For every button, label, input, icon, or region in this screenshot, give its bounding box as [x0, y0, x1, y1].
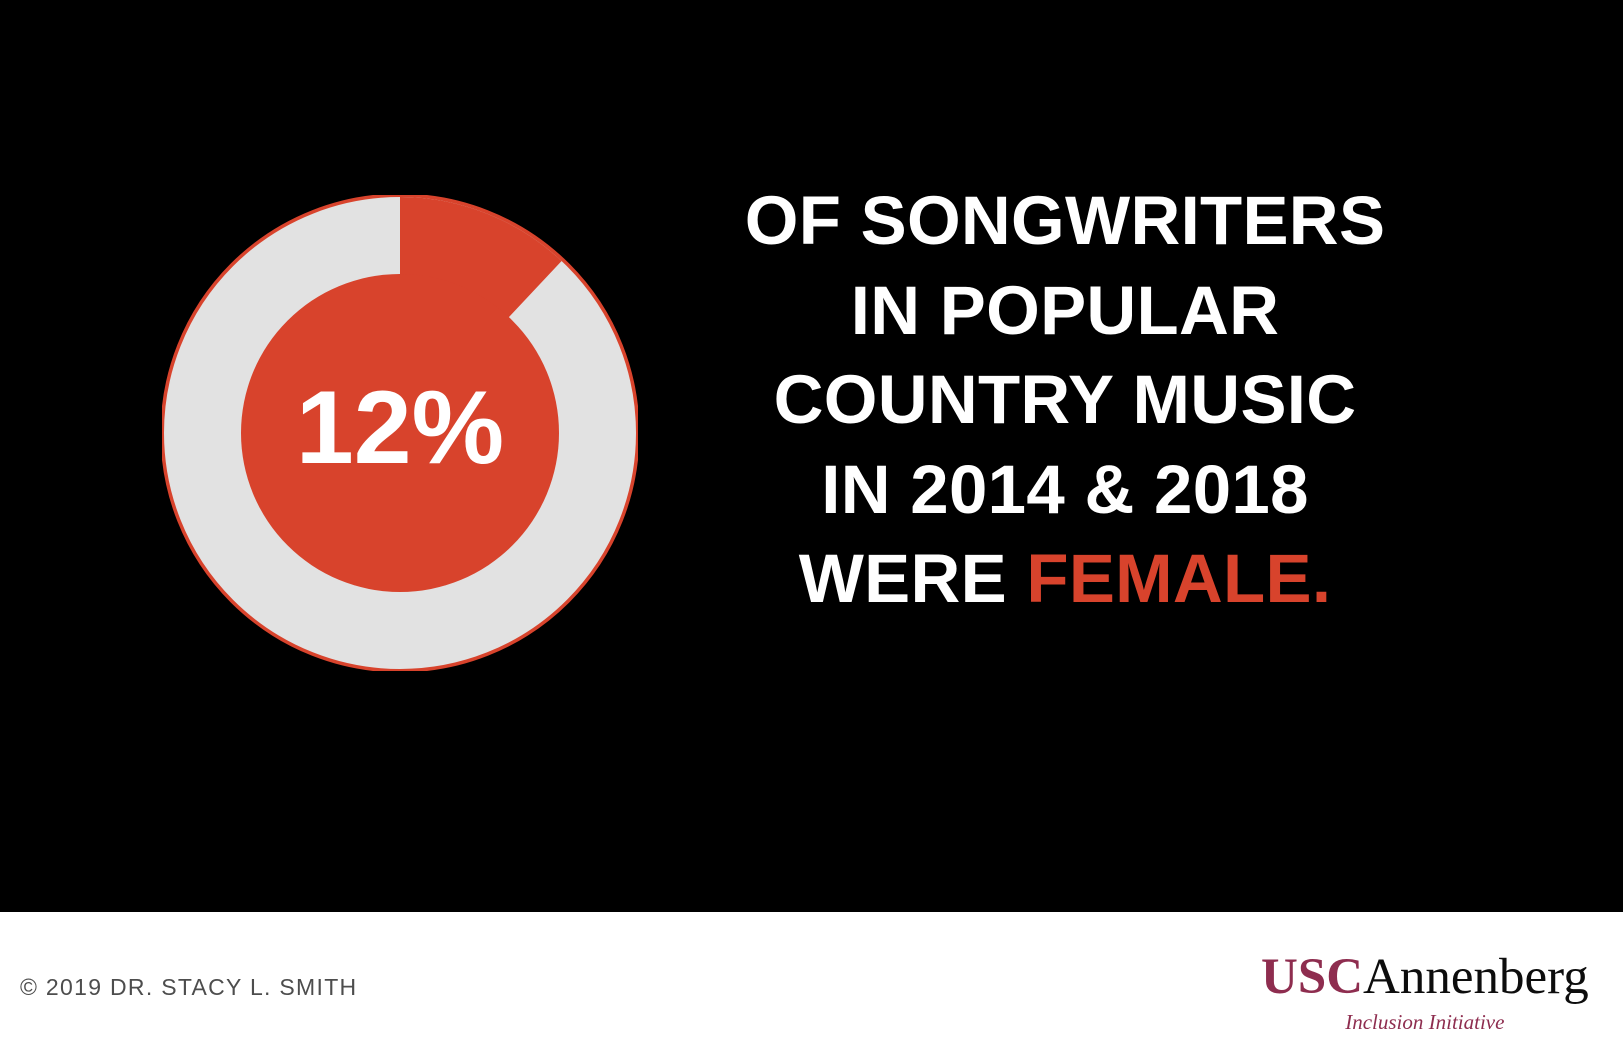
svg-text:12%: 12% [296, 370, 504, 486]
